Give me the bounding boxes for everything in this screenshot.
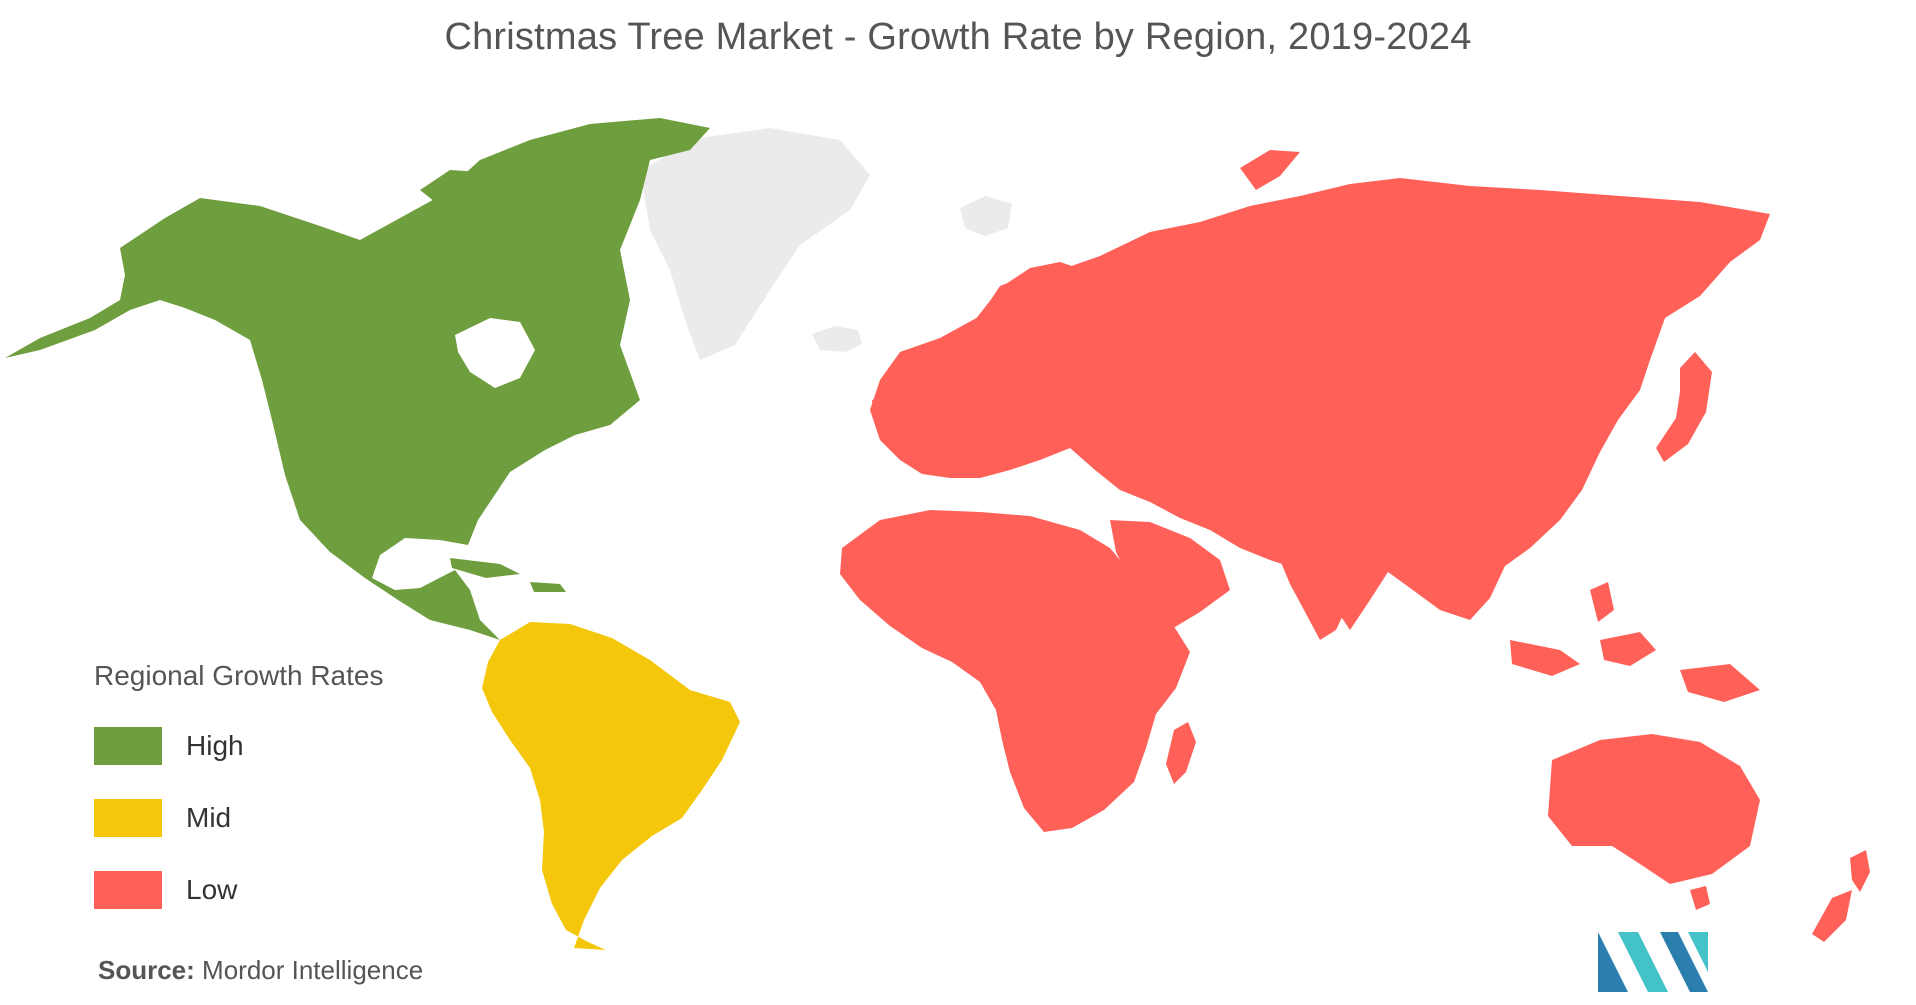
madagascar (1166, 722, 1196, 784)
logo-shape-edge (1688, 932, 1708, 972)
legend-item-low: Low (94, 870, 494, 910)
legend-swatch-high (94, 727, 162, 765)
arabian-peninsula (1110, 520, 1230, 630)
legend-swatch-mid (94, 799, 162, 837)
japan (1656, 352, 1712, 462)
source-label: Source: (98, 955, 195, 985)
legend-title: Regional Growth Rates (94, 660, 384, 691)
legend-item-high: High (94, 726, 494, 766)
source-text: Mordor Intelligence (202, 955, 424, 985)
north-america-mainland (5, 118, 710, 640)
novaya-zemlya (1240, 150, 1300, 190)
chart-title: Christmas Tree Market - Growth Rate by R… (444, 16, 1472, 58)
region-greenland (640, 128, 870, 360)
legend-swatch-low (94, 871, 162, 909)
region-north-america (5, 118, 710, 640)
region-low-growth (840, 150, 1870, 942)
map-legend: Regional Growth Rates High Mid Low (94, 660, 494, 942)
legend-label-low: Low (186, 874, 238, 905)
new-zealand (1812, 850, 1870, 942)
tasmania (1690, 886, 1710, 910)
legend-label-high: High (186, 730, 244, 761)
scandinavia (975, 262, 1110, 374)
logo-shape-middle (1618, 932, 1668, 992)
region-svalbard (960, 196, 1012, 236)
canadian-arctic-islands (420, 170, 600, 276)
legend-label-mid: Mid (186, 802, 232, 833)
caribbean-islands (450, 558, 566, 592)
australia (1548, 734, 1760, 884)
logo-shape-right (1660, 932, 1708, 992)
hudson-bay (455, 318, 535, 388)
africa (840, 510, 1190, 832)
mordor-logo (1598, 932, 1708, 992)
logo-shape-left (1598, 932, 1628, 992)
india (1280, 548, 1360, 640)
region-iceland (812, 326, 862, 352)
legend-item-mid: Mid (94, 798, 494, 838)
region-south-america (482, 622, 740, 950)
southeast-asia-islands (1510, 582, 1760, 702)
british-isles (872, 362, 914, 416)
source-note: Source: Mordor Intelligence (98, 955, 423, 986)
